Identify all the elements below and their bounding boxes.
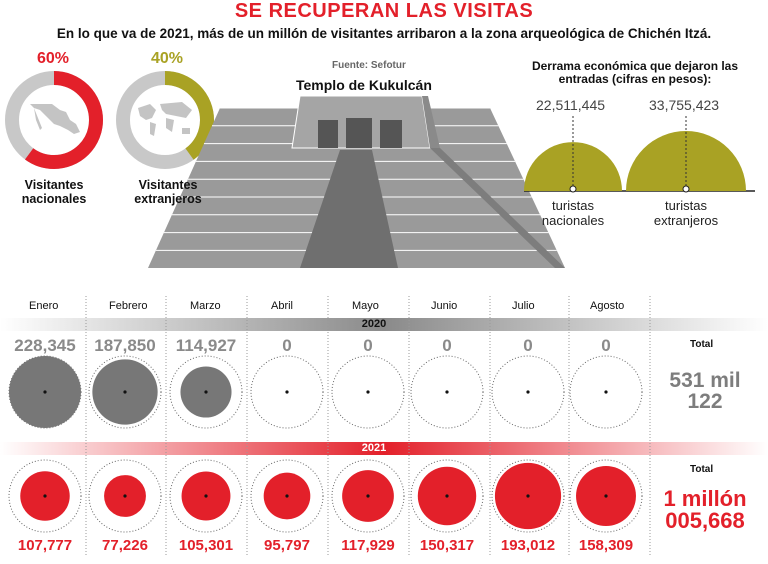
month-label-enero: Enero bbox=[29, 300, 59, 312]
bubble-center-dot bbox=[285, 494, 289, 498]
bubble-outline bbox=[331, 459, 405, 533]
bubble-center-dot bbox=[123, 390, 127, 394]
bubble-outline bbox=[410, 459, 484, 533]
total-label-2021: Total bbox=[690, 464, 714, 475]
bubble-outline bbox=[491, 355, 565, 429]
value-label-2021-mayo: 117,929 bbox=[341, 537, 395, 554]
source-label: Fuente: Sefotur bbox=[332, 60, 406, 71]
value-label-2020-enero: 228,345 bbox=[14, 336, 76, 355]
value-label-2021-abril: 95,797 bbox=[264, 537, 310, 554]
bubble-outline bbox=[569, 459, 643, 533]
kukulcan-pyramid-illustration bbox=[148, 95, 565, 268]
national-percent: 60% bbox=[37, 50, 70, 67]
bubble-outline bbox=[169, 355, 243, 429]
value-label-2021-marzo: 105,301 bbox=[178, 537, 234, 554]
main-title: SE RECUPERAN LAS VISITAS bbox=[234, 0, 534, 22]
bubble-outline bbox=[8, 459, 82, 533]
year-label-2021: 2021 bbox=[361, 442, 387, 454]
bubble-center-dot bbox=[445, 390, 449, 394]
month-label-julio: Julio bbox=[512, 300, 535, 312]
donut-national bbox=[5, 71, 103, 169]
bubble-center-dot bbox=[204, 390, 208, 394]
derrama-title: Derrama económica que dejaron las entrad… bbox=[531, 59, 739, 86]
total-2020: 531 mil 122 bbox=[669, 369, 741, 413]
bubble-center-dot bbox=[445, 494, 449, 498]
bubble-center-dot bbox=[604, 494, 608, 498]
derrama-amount-national: 22,511,445 bbox=[536, 97, 606, 113]
semicircle-nacionales bbox=[524, 142, 622, 191]
value-label-2020-febrero: 187,850 bbox=[94, 336, 156, 355]
derrama-dot-foreign bbox=[682, 185, 690, 193]
total-label-2020: Total bbox=[690, 339, 714, 350]
foreign-label: Visitantes extranjeros bbox=[134, 178, 202, 206]
year-band-2020 bbox=[0, 318, 768, 331]
derrama-chart bbox=[524, 116, 755, 193]
total-2021: 1 millón 005,668 bbox=[663, 486, 747, 533]
bubble-center-dot bbox=[43, 494, 47, 498]
value-label-2021-agosto: 158,309 bbox=[578, 537, 634, 554]
temple-title: Templo de Kukulcán bbox=[296, 77, 432, 93]
month-label-febrero: Febrero bbox=[109, 300, 148, 312]
month-label-marzo: Marzo bbox=[190, 300, 221, 312]
month-label-mayo: Mayo bbox=[352, 300, 379, 312]
year-band-2021 bbox=[0, 442, 768, 455]
bubble-outline bbox=[88, 355, 162, 429]
bubble-outline bbox=[88, 459, 162, 533]
month-label-abril: Abril bbox=[271, 300, 294, 312]
bubble-center-dot bbox=[204, 494, 208, 498]
value-label-2020-agosto: 0 bbox=[601, 336, 611, 355]
value-label-2020-mayo: 0 bbox=[363, 336, 373, 355]
subtitle: En lo que va de 2021, más de un millón d… bbox=[56, 26, 712, 41]
bubble-center-dot bbox=[366, 390, 370, 394]
derrama-dot-national bbox=[569, 185, 577, 193]
value-label-2021-febrero: 77,226 bbox=[102, 537, 148, 554]
bubble-outline bbox=[250, 459, 324, 533]
national-label: Visitantes nacionales bbox=[21, 178, 87, 206]
month-separators bbox=[85, 296, 651, 556]
month-label-junio: Junio bbox=[431, 300, 458, 312]
bubble-outline bbox=[410, 355, 484, 429]
value-label-2020-julio: 0 bbox=[523, 336, 533, 355]
bubble-center-dot bbox=[123, 494, 127, 498]
bubble-outline bbox=[491, 459, 565, 533]
bubble-center-dot bbox=[604, 390, 608, 394]
bubble-center-dot bbox=[526, 494, 530, 498]
bubble-center-dot bbox=[43, 390, 47, 394]
value-label-2020-abril: 0 bbox=[282, 336, 292, 355]
bubble-center-dot bbox=[526, 390, 530, 394]
year-label-2020: 2020 bbox=[361, 318, 387, 330]
value-label-2021-enero: 107,777 bbox=[17, 537, 73, 554]
bubble-outline bbox=[569, 355, 643, 429]
donut-foreign-arc bbox=[116, 71, 214, 169]
foreign-percent: 40% bbox=[151, 50, 184, 67]
bubble-center-dot bbox=[366, 494, 370, 498]
bubbles-2021 bbox=[8, 459, 643, 533]
bubble-outline bbox=[250, 355, 324, 429]
month-label-agosto: Agosto bbox=[590, 300, 625, 312]
bubbles-2020 bbox=[8, 355, 643, 429]
value-label-2020-marzo: 114,927 bbox=[175, 336, 237, 355]
world-map-icon bbox=[138, 102, 192, 136]
derrama-label-foreign: turistas extranjeros bbox=[653, 198, 719, 228]
donut-national-arc bbox=[5, 71, 103, 169]
bubble-outline bbox=[331, 355, 405, 429]
value-label-2021-junio: 150,317 bbox=[419, 537, 475, 554]
bubble-outline bbox=[169, 459, 243, 533]
mexico-map-icon bbox=[30, 104, 80, 134]
donut-foreign bbox=[116, 71, 214, 169]
value-label-2020-junio: 0 bbox=[442, 336, 452, 355]
derrama-amount-foreign: 33,755,423 bbox=[649, 97, 720, 113]
value-label-2021-julio: 193,012 bbox=[500, 537, 556, 554]
bubble-center-dot bbox=[285, 390, 289, 394]
derrama-label-national: turistas nacionales bbox=[541, 198, 605, 228]
